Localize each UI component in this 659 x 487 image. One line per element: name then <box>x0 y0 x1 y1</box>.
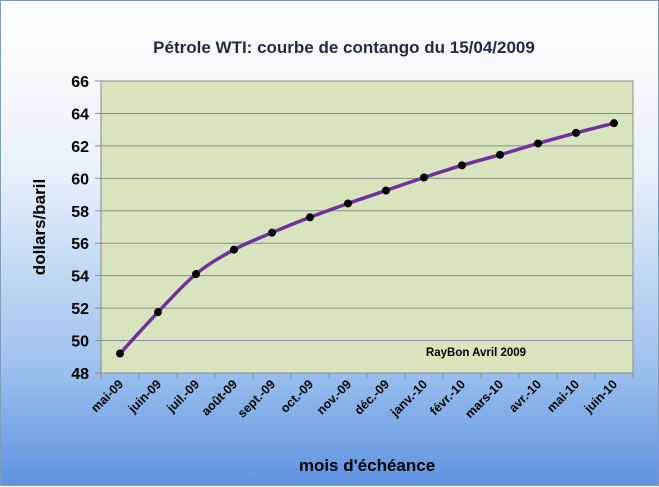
y-axis-ticks: 48 50 52 54 56 58 60 62 64 66 <box>71 74 101 383</box>
y-axis-label: dollars/baril <box>30 179 49 275</box>
data-point <box>496 150 504 159</box>
chart-annotation: RayBon Avril 2009 <box>426 347 526 359</box>
x-tick-label: juil.-09 <box>164 377 203 416</box>
y-tick-label: 66 <box>71 74 89 91</box>
data-point <box>306 213 314 222</box>
x-axis-label: mois d'échéance <box>299 456 435 475</box>
data-point <box>230 245 238 254</box>
y-tick-label: 54 <box>71 269 89 286</box>
data-point <box>268 228 276 237</box>
x-tick-label: mai-10 <box>544 377 582 415</box>
y-tick-label: 56 <box>71 236 89 253</box>
chart-title: Pétrole WTI: courbe de contango du 15/04… <box>153 38 535 57</box>
y-tick-label: 58 <box>71 204 89 221</box>
y-tick-label: 52 <box>71 301 89 318</box>
data-point <box>572 128 580 137</box>
data-point <box>116 349 124 358</box>
data-point <box>610 119 618 128</box>
y-tick-label: 64 <box>71 106 89 123</box>
plot-area <box>100 80 634 374</box>
x-tick-label: déc.-09 <box>352 377 392 417</box>
y-tick-label: 48 <box>71 366 89 383</box>
data-point <box>344 199 352 208</box>
data-point <box>382 186 390 195</box>
data-point <box>192 270 200 279</box>
x-tick-label: janv.-10 <box>387 377 430 420</box>
x-tick-label: juin-10 <box>581 377 620 416</box>
data-point <box>458 161 466 170</box>
data-point <box>534 139 542 148</box>
x-tick-label: juin-09 <box>125 377 164 416</box>
y-tick-label: 50 <box>71 334 89 351</box>
y-tick-label: 62 <box>71 139 89 156</box>
x-tick-label: août-09 <box>199 377 240 418</box>
x-tick-label: nov.-09 <box>314 377 354 417</box>
y-tick-label: 60 <box>71 171 89 188</box>
x-tick-label: avr.-10 <box>506 377 544 415</box>
x-tick-label: mai-09 <box>88 377 126 415</box>
series-group <box>116 119 618 358</box>
grid-lines <box>101 112 633 342</box>
x-tick-label: sept.-09 <box>235 377 278 420</box>
data-point <box>154 308 162 317</box>
x-tick-label: oct.-09 <box>278 377 316 415</box>
data-point <box>420 173 428 182</box>
x-tick-label: mars-10 <box>462 377 506 421</box>
